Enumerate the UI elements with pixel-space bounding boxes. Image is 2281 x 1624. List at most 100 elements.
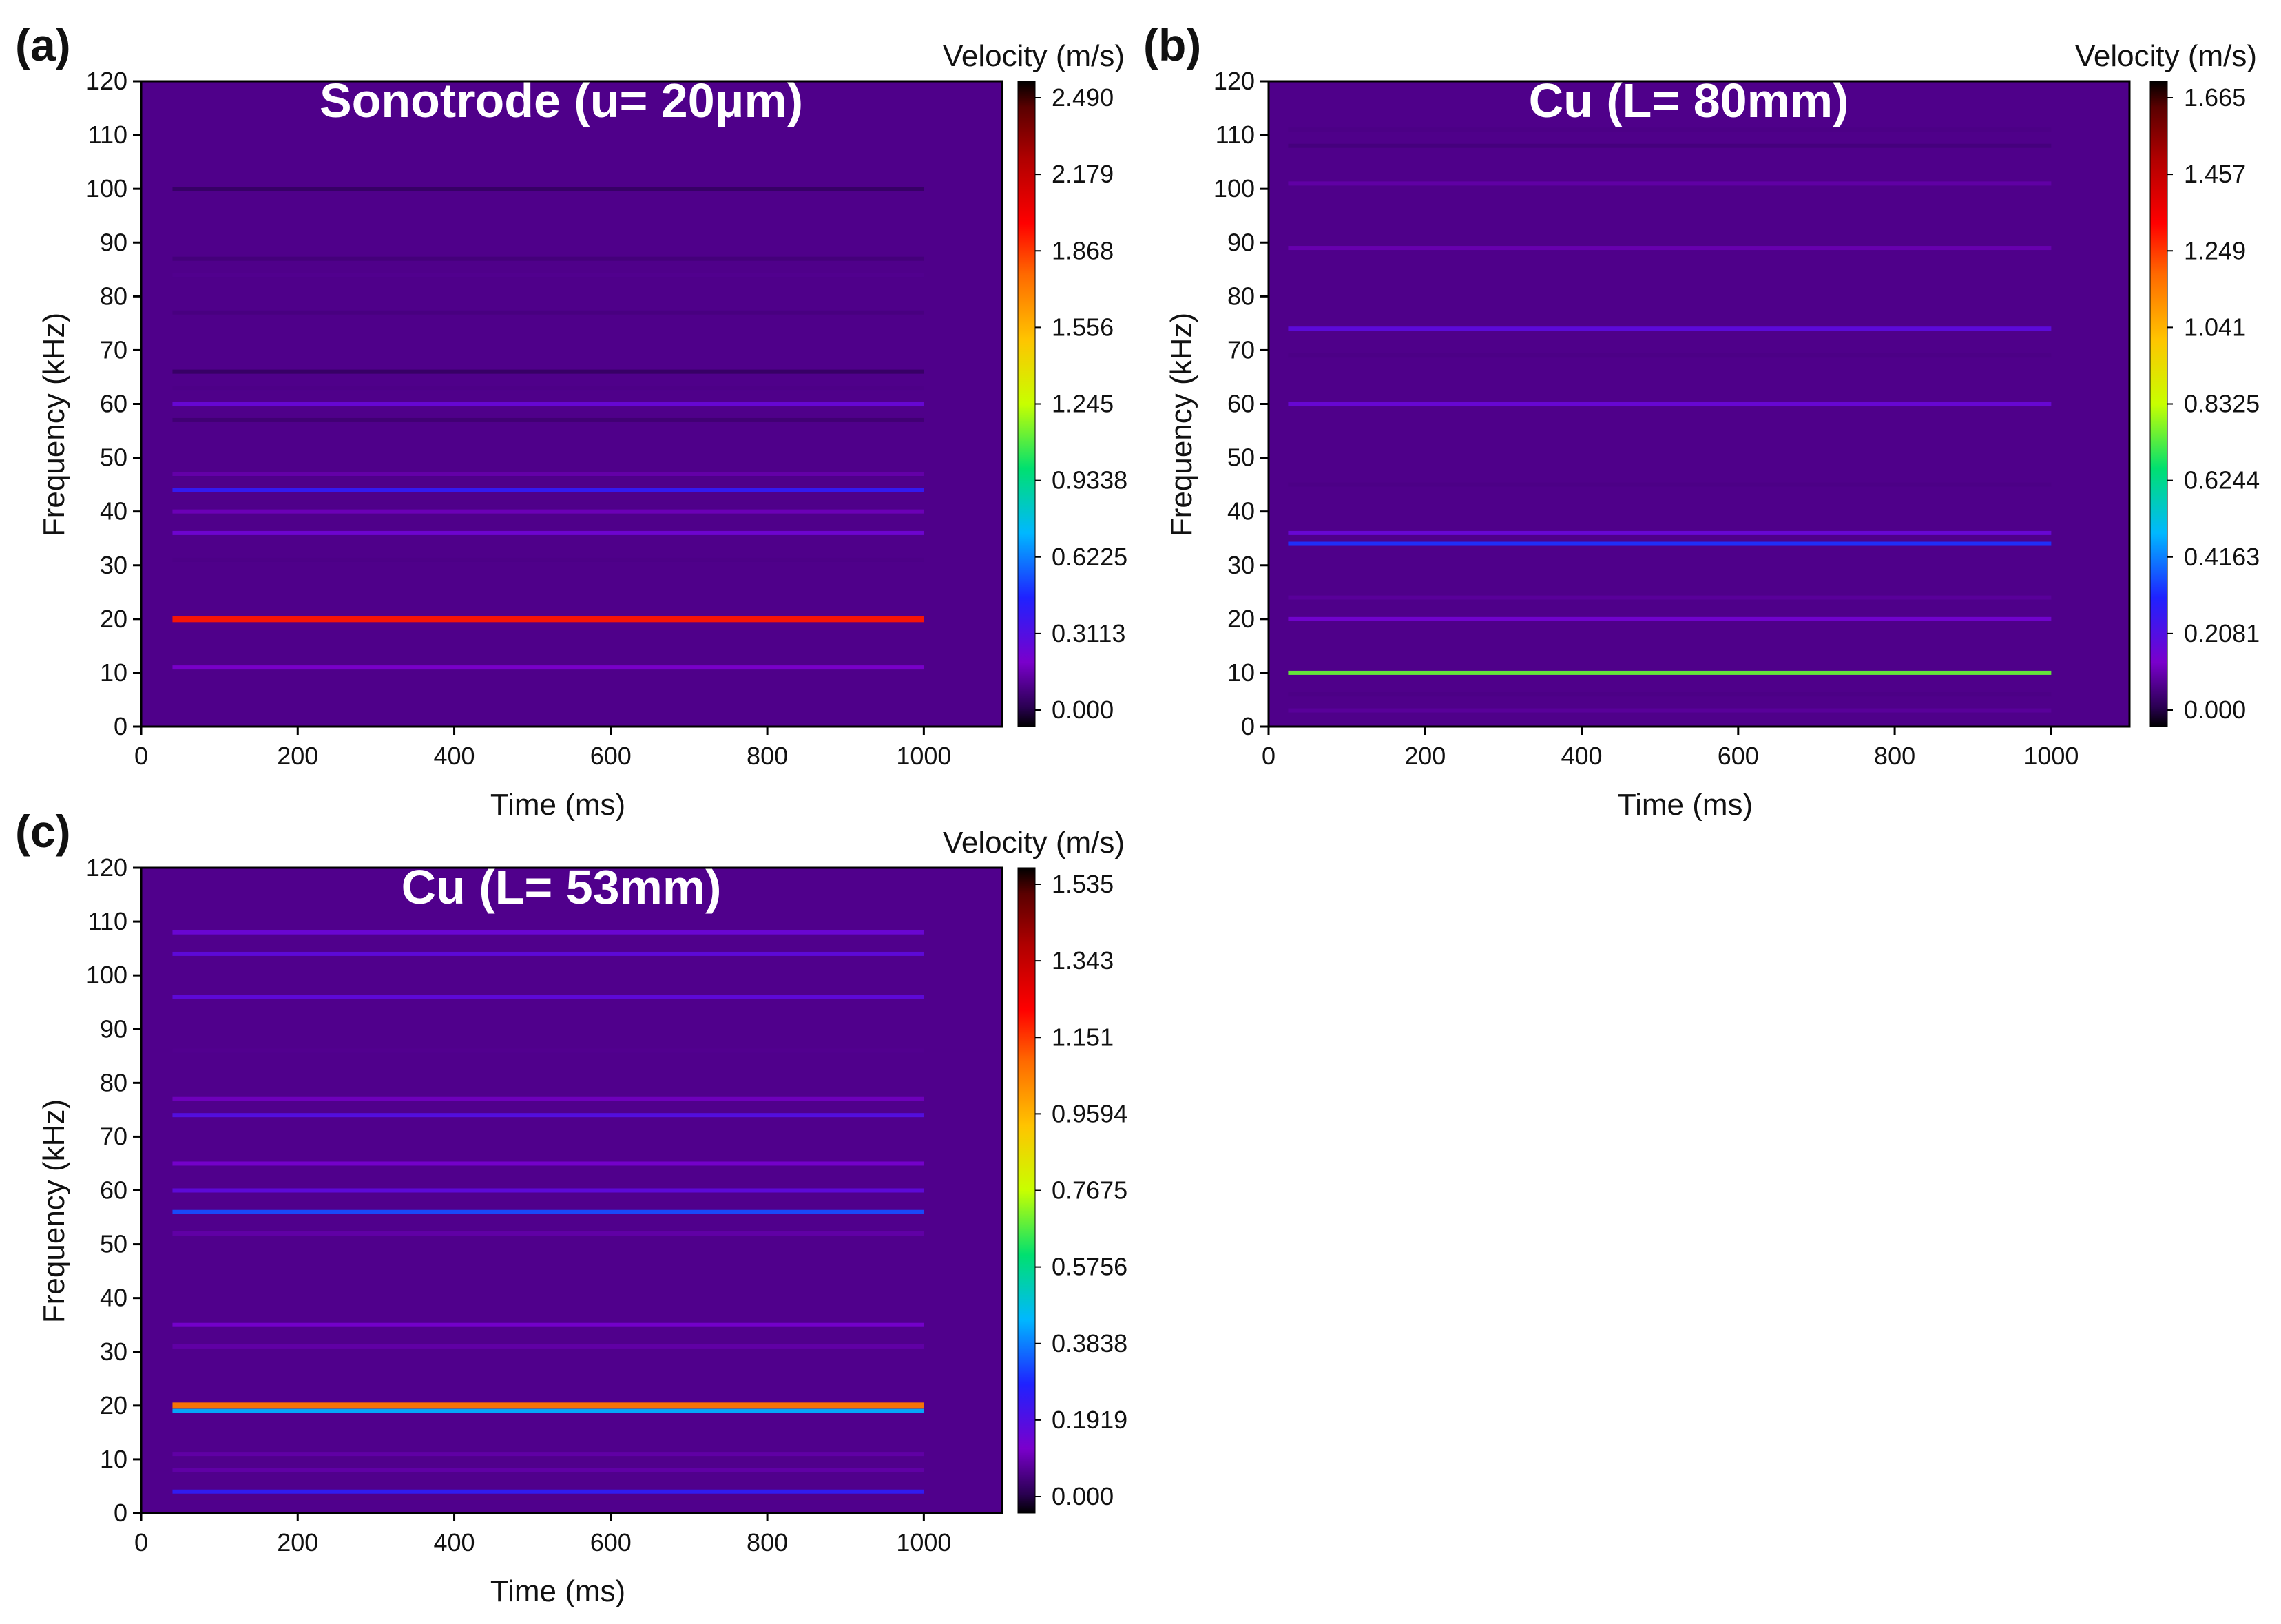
colorbar-title: Velocity (m/s): [2075, 39, 2257, 73]
y-tick-label: 100: [86, 174, 127, 202]
y-tick-label: 30: [100, 1337, 127, 1366]
colorbar-tick-label: 0.8325: [2184, 390, 2260, 418]
y-tick-label: 0: [114, 712, 127, 740]
colorbar-tick-label: 0.6225: [1052, 543, 1127, 571]
y-tick-label: 60: [100, 1176, 127, 1205]
y-tick-label: 30: [1227, 551, 1255, 579]
x-axis-title: Time (ms): [1618, 788, 1753, 822]
x-axis-title: Time (ms): [490, 1574, 625, 1608]
spectral-band: [172, 1209, 924, 1214]
spectral-band: [1288, 326, 2052, 331]
spectral-band: [172, 1048, 924, 1053]
x-tick-label: 400: [434, 1528, 475, 1557]
x-tick-label: 600: [590, 1528, 632, 1557]
colorbar-tick-label: 0.5756: [1052, 1253, 1127, 1281]
colorbar: [1017, 81, 1036, 727]
spectral-band: [172, 616, 924, 623]
colorbar-tick-label: 0.2081: [2184, 619, 2260, 647]
y-tick-label: 50: [100, 444, 127, 472]
spectral-band: [172, 1452, 924, 1457]
y-tick-label: 60: [100, 390, 127, 418]
plot-title: Cu (L= 53mm): [402, 860, 722, 914]
x-tick-label: 0: [134, 1528, 148, 1557]
spectral-band: [172, 1188, 924, 1193]
colorbar-tick-label: 1.535: [1052, 870, 1114, 898]
spectral-band: [172, 417, 924, 422]
y-tick-label: 80: [1227, 282, 1255, 310]
spectral-band: [172, 1344, 924, 1349]
y-tick-label: 10: [100, 658, 127, 687]
spectral-band: [1288, 402, 2052, 406]
x-tick-label: 600: [1718, 742, 1759, 770]
colorbar-tick-label: 1.245: [1052, 390, 1114, 418]
x-tick-label: 400: [434, 742, 475, 770]
colorbar-tick-label: 0.9338: [1052, 466, 1127, 495]
panel-label: (c): [15, 806, 71, 857]
spectral-band: [172, 310, 924, 315]
plot-title: Sonotrode (u= 20μm): [320, 74, 803, 127]
spectral-band: [1288, 530, 2052, 535]
y-tick-label: 120: [1214, 67, 1255, 95]
colorbar-tick-label: 0.1919: [1052, 1406, 1127, 1434]
panel-a: (a) 0 10 20 30 40 50 60 70 80 90 100 110 120 0 200 400 6…: [15, 19, 1127, 822]
colorbar: [1017, 867, 1036, 1514]
spectral-band: [1288, 670, 2052, 675]
y-tick-label: 120: [86, 67, 127, 95]
panel-b: (b) 0 10 20 30 40 50 60 70 80 90 100 110 120 0 200 400 6…: [1143, 19, 2260, 822]
panel-a-plot: 0 10 20 30 40 50 60 70 80 90 100 110 120 0 200 400 600 80…: [37, 39, 1127, 822]
spectral-band: [172, 386, 924, 391]
panel-label: (a): [15, 19, 71, 70]
colorbar-tick-label: 1.343: [1052, 946, 1114, 975]
spectral-band: [172, 1408, 924, 1413]
y-axis-title: Frequency (kHz): [37, 313, 71, 537]
y-tick-label: 20: [100, 1391, 127, 1419]
colorbar-tick-label: 0.000: [1052, 1482, 1114, 1510]
plot-title: Cu (L= 80mm): [1529, 74, 1849, 127]
x-axis-title: Time (ms): [490, 788, 625, 822]
colorbar-tick-label: 0.7675: [1052, 1176, 1127, 1205]
spectral-band: [172, 187, 924, 191]
colorbar-tick-label: 1.556: [1052, 313, 1114, 341]
spectral-band: [172, 557, 924, 562]
colorbar-tick-label: 0.4163: [2184, 543, 2260, 571]
spectral-band: [1288, 246, 2052, 251]
x-tick-label: 1000: [2023, 742, 2079, 770]
colorbar-title: Velocity (m/s): [943, 826, 1125, 860]
x-tick-label: 200: [1404, 742, 1446, 770]
x-tick-label: 0: [134, 742, 148, 770]
y-axis-title: Frequency (kHz): [37, 1099, 71, 1323]
spectral-band: [172, 256, 924, 261]
colorbar-tick-label: 2.490: [1052, 83, 1114, 112]
spectral-band: [1288, 595, 2052, 600]
colorbar: [2149, 81, 2168, 727]
colorbar-tick-label: 0.000: [2184, 696, 2246, 724]
y-tick-label: 20: [1227, 605, 1255, 633]
spectral-band: [172, 1231, 924, 1236]
y-tick-label: 10: [100, 1445, 127, 1473]
y-tick-label: 80: [100, 1068, 127, 1096]
spectral-band: [1288, 181, 2052, 186]
y-tick-label: 10: [1227, 658, 1255, 687]
y-tick-label: 120: [86, 853, 127, 882]
y-tick-label: 0: [114, 1499, 127, 1527]
y-tick-label: 50: [1227, 444, 1255, 472]
y-tick-label: 70: [1227, 335, 1255, 364]
spectral-band: [1288, 708, 2052, 713]
spectral-band: [172, 369, 924, 374]
y-tick-label: 40: [100, 1284, 127, 1312]
colorbar-tick-label: 0.3838: [1052, 1329, 1127, 1357]
x-tick-label: 400: [1561, 742, 1603, 770]
colorbar-tick-label: 1.457: [2184, 160, 2246, 188]
colorbar-tick-label: 1.868: [1052, 236, 1114, 264]
x-tick-label: 800: [747, 742, 788, 770]
spectral-band: [172, 1113, 924, 1118]
y-tick-label: 0: [1241, 712, 1255, 740]
spectral-band: [172, 472, 924, 477]
spectral-band: [172, 1096, 924, 1101]
spectral-band: [172, 995, 924, 999]
panel-label: (b): [1143, 19, 1201, 70]
spectral-band: [172, 509, 924, 514]
y-tick-label: 110: [1216, 121, 1255, 149]
y-tick-label: 60: [1227, 390, 1255, 418]
